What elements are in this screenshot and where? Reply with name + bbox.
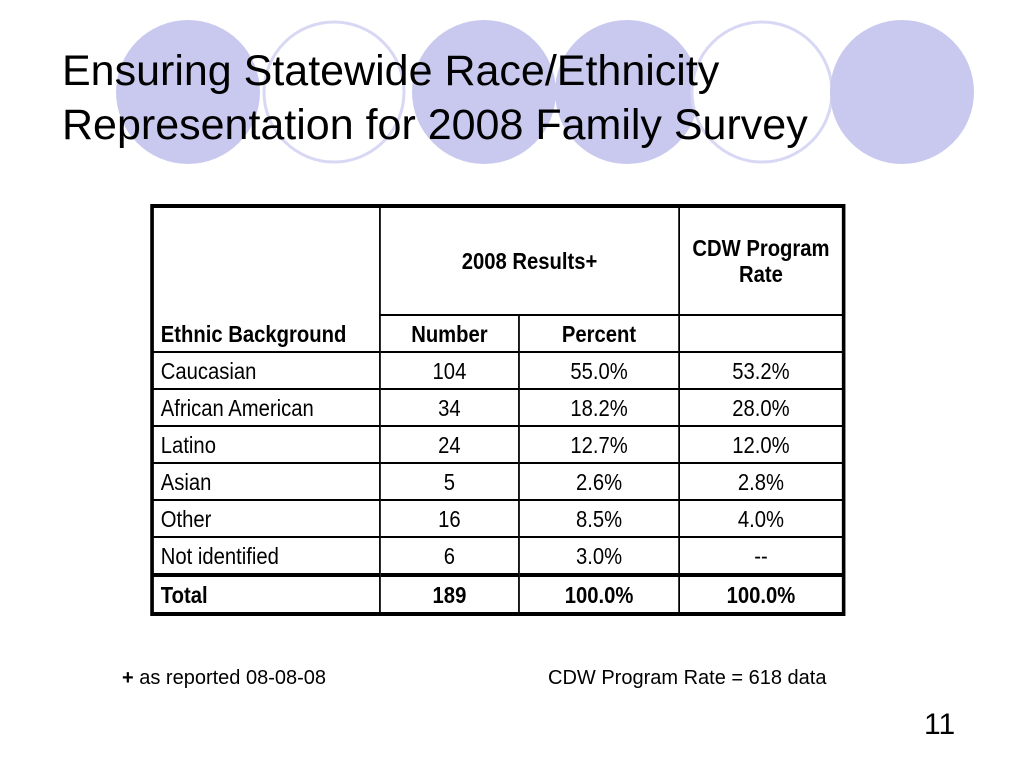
cell-percent: 12.7% (518, 425, 680, 464)
table-row: Caucasian 104 55.0% 53.2% (152, 351, 844, 390)
table-total-row: Total 189 100.0% 100.0% (152, 573, 844, 614)
cell-percent: 8.5% (518, 499, 680, 538)
table-subheader-row: Number Percent (153, 314, 844, 353)
plus-symbol: + (122, 667, 134, 689)
cell-total-label: Total (152, 573, 381, 614)
footnote-reported-text: as reported 08-08-08 (139, 667, 327, 689)
header-cdw-empty (678, 314, 844, 353)
cell-cdw: 28.0% (678, 388, 844, 427)
cell-ethnic: African American (152, 388, 381, 427)
cell-number: 24 (379, 425, 520, 464)
decor-filled-circle (555, 20, 699, 164)
cell-ethnic: Other (152, 499, 381, 538)
header-ethnic-background: Ethnic Background (152, 206, 381, 353)
cell-ethnic: Not identified (152, 536, 381, 576)
title-line-2: Representation for 2008 Family Survey (62, 101, 808, 149)
cell-total-cdw: 100.0% (678, 573, 844, 614)
title-line-1: Ensuring Statewide Race/Ethnicity (62, 47, 720, 95)
cell-cdw: 12.0% (678, 425, 844, 464)
cell-total-number: 189 (379, 573, 520, 614)
cell-total-percent: 100.0% (518, 573, 680, 614)
table-header-row: Ethnic Background 2008 Results+ CDW Prog… (152, 206, 844, 353)
table-row: Latino 24 12.7% 12.0% (152, 425, 844, 464)
footnote-cdw: CDW Program Rate = 618 data (548, 667, 827, 689)
cell-ethnic: Latino (152, 425, 381, 464)
decor-filled-circle (830, 20, 974, 164)
cell-percent: 55.0% (518, 351, 680, 390)
cell-number: 104 (379, 351, 520, 390)
cell-number: 16 (379, 499, 520, 538)
cell-percent: 2.6% (518, 462, 680, 501)
cell-cdw: 2.8% (678, 462, 844, 501)
decor-filled-circle (412, 20, 556, 164)
decor-ring-circle (262, 20, 406, 164)
header-2008-results: 2008 Results+ (379, 206, 680, 316)
header-number: Number (379, 314, 520, 353)
slide-title: Ensuring Statewide Race/Ethnicity Repres… (62, 44, 962, 152)
header-cdw-program-rate: CDW Program Rate (678, 206, 844, 316)
cell-number: 6 (379, 536, 520, 576)
table-row: Not identified 6 3.0% -- (152, 536, 844, 576)
cell-ethnic: Asian (152, 462, 381, 501)
table-row: Other 16 8.5% 4.0% (152, 499, 844, 538)
decorative-circles (116, 20, 974, 164)
decor-filled-circle (116, 20, 260, 164)
cell-ethnic: Caucasian (152, 351, 381, 390)
cell-number: 5 (379, 462, 520, 501)
cell-percent: 3.0% (518, 536, 680, 576)
footnote-reported: + as reported 08-08-08 (122, 667, 326, 690)
header-percent: Percent (518, 314, 680, 353)
cell-cdw: 53.2% (678, 351, 844, 390)
table-row: African American 34 18.2% 28.0% (152, 388, 844, 427)
ethnicity-table: Ethnic Background 2008 Results+ CDW Prog… (150, 204, 846, 616)
cell-cdw: 4.0% (678, 499, 844, 538)
cell-cdw: -- (678, 536, 844, 576)
cell-number: 34 (379, 388, 520, 427)
cell-percent: 18.2% (518, 388, 680, 427)
table-row: Asian 5 2.6% 2.8% (152, 462, 844, 501)
slide-number: 11 (924, 708, 956, 741)
